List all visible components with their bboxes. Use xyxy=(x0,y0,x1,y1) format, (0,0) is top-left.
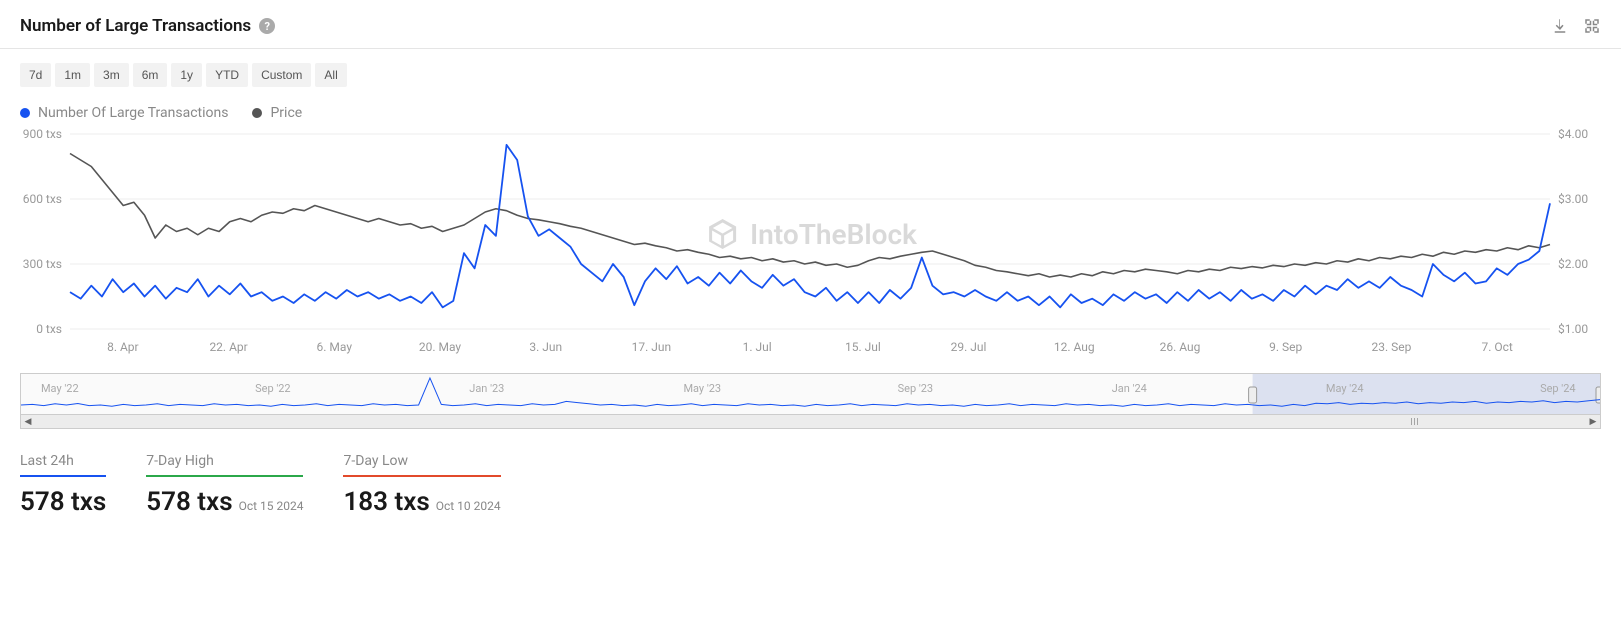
page-title: Number of Large Transactions xyxy=(20,16,251,36)
svg-text:Jan '23: Jan '23 xyxy=(469,382,504,395)
legend-item[interactable]: Number Of Large Transactions xyxy=(20,105,228,121)
svg-text:26. Aug: 26. Aug xyxy=(1160,340,1201,354)
svg-text:20. May: 20. May xyxy=(419,340,462,354)
svg-text:0 txs: 0 txs xyxy=(36,322,62,336)
range-btn-7d[interactable]: 7d xyxy=(20,63,51,87)
svg-text:1. Jul: 1. Jul xyxy=(743,340,772,354)
svg-text:300 txs: 300 txs xyxy=(23,257,62,271)
svg-text:8. Apr: 8. Apr xyxy=(107,340,139,354)
range-btn-1y[interactable]: 1y xyxy=(171,63,202,87)
legend-label: Price xyxy=(270,105,302,121)
stat-label: 7-Day High xyxy=(146,453,303,477)
legend-item[interactable]: Price xyxy=(252,105,302,121)
range-btn-6m[interactable]: 6m xyxy=(133,63,168,87)
legend-dot xyxy=(252,108,262,118)
svg-text:Sep '23: Sep '23 xyxy=(898,382,933,395)
stat-label: 7-Day Low xyxy=(343,453,500,477)
stat-date: Oct 10 2024 xyxy=(436,499,501,513)
header-actions xyxy=(1551,17,1601,35)
svg-text:$2.00: $2.00 xyxy=(1558,257,1588,271)
help-icon[interactable]: ? xyxy=(259,18,275,34)
svg-text:$3.00: $3.00 xyxy=(1558,192,1588,206)
download-icon[interactable] xyxy=(1551,17,1569,35)
stat-label: Last 24h xyxy=(20,453,106,477)
legend-label: Number Of Large Transactions xyxy=(38,105,228,121)
stats: Last 24h 578 txs 7-Day High 578 txs Oct 15 2… xyxy=(0,429,1621,541)
svg-text:May '24: May '24 xyxy=(1326,382,1364,395)
svg-text:Sep '22: Sep '22 xyxy=(255,382,290,395)
navigator-scrollbar[interactable]: ◀ ||| ▶ xyxy=(21,414,1600,428)
navigator[interactable]: May '22 Sep '22 Jan '23 May '23 Sep '23 Jan '… xyxy=(20,373,1601,429)
stat-block: 7-Day High 578 txs Oct 15 2024 xyxy=(146,453,303,517)
svg-text:9. Sep: 9. Sep xyxy=(1269,340,1302,354)
svg-text:12. Aug: 12. Aug xyxy=(1054,340,1095,354)
svg-text:7. Oct: 7. Oct xyxy=(1481,340,1512,354)
legend-dot xyxy=(20,108,30,118)
chart-container: IntoTheBlock 0 txs300 txs600 txs900 txs$… xyxy=(0,129,1621,363)
controls: 7d1m3m6m1yYTDCustomAll Number Of Large T… xyxy=(0,49,1621,121)
stat-value: 578 txs xyxy=(146,487,232,517)
range-buttons: 7d1m3m6m1yYTDCustomAll xyxy=(20,63,1601,87)
svg-text:6. May: 6. May xyxy=(317,340,353,354)
range-btn-ytd[interactable]: YTD xyxy=(206,63,248,87)
svg-text:15. Jul: 15. Jul xyxy=(845,340,881,354)
main-chart[interactable]: 0 txs 300 txs 600 txs 900 txs $1.00 $2.00 $3.0… xyxy=(20,129,1601,359)
nav-left-arrow[interactable]: ◀ xyxy=(21,417,35,427)
svg-text:900 txs: 900 txs xyxy=(23,129,62,141)
svg-text:29. Jul: 29. Jul xyxy=(951,340,987,354)
legend: Number Of Large Transactions Price xyxy=(20,105,1601,121)
stat-value: 578 txs xyxy=(20,487,106,517)
svg-text:22. Apr: 22. Apr xyxy=(209,340,247,354)
range-btn-1m[interactable]: 1m xyxy=(55,63,90,87)
svg-text:$1.00: $1.00 xyxy=(1558,322,1588,336)
range-btn-custom[interactable]: Custom xyxy=(252,63,311,87)
svg-text:May '23: May '23 xyxy=(683,382,721,395)
stat-date: Oct 15 2024 xyxy=(239,499,304,513)
range-btn-3m[interactable]: 3m xyxy=(94,63,129,87)
svg-text:600 txs: 600 txs xyxy=(23,192,62,206)
nav-grip-icon[interactable]: ||| xyxy=(1411,417,1420,426)
svg-text:Sep '24: Sep '24 xyxy=(1540,382,1575,395)
svg-text:Jan '24: Jan '24 xyxy=(1112,382,1147,395)
svg-text:$4.00: $4.00 xyxy=(1558,129,1588,141)
navigator-chart[interactable]: May '22 Sep '22 Jan '23 May '23 Sep '23 Jan '… xyxy=(21,374,1600,416)
nav-right-arrow[interactable]: ▶ xyxy=(1586,417,1600,427)
stat-block: Last 24h 578 txs xyxy=(20,453,106,517)
svg-text:23. Sep: 23. Sep xyxy=(1371,340,1411,354)
header: Number of Large Transactions ? xyxy=(0,0,1621,49)
stat-value: 183 txs xyxy=(343,487,429,517)
collapse-icon[interactable] xyxy=(1583,17,1601,35)
title-group: Number of Large Transactions ? xyxy=(20,16,275,36)
svg-text:May '22: May '22 xyxy=(41,382,79,395)
range-btn-all[interactable]: All xyxy=(315,63,346,87)
svg-text:17. Jun: 17. Jun xyxy=(632,340,672,354)
svg-text:3. Jun: 3. Jun xyxy=(529,340,562,354)
stat-block: 7-Day Low 183 txs Oct 10 2024 xyxy=(343,453,500,517)
